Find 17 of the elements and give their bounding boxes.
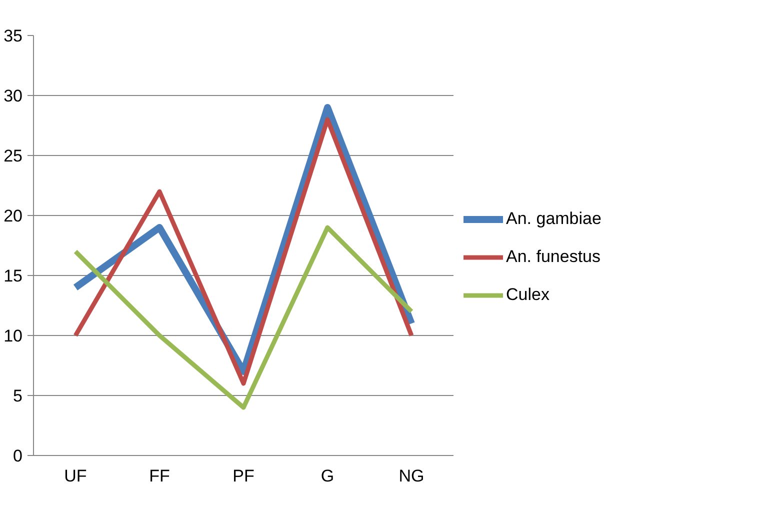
y-tick-label: 35 xyxy=(4,26,23,46)
y-tick-label: 20 xyxy=(4,206,23,226)
x-tick-label: PF xyxy=(232,466,254,486)
y-tick-label: 5 xyxy=(13,386,23,406)
legend-label: An. gambiae xyxy=(506,209,602,229)
y-tick-label: 10 xyxy=(4,326,23,346)
x-tick-label: FF xyxy=(149,466,170,486)
x-tick-label: NG xyxy=(398,466,424,486)
x-tick-label: G xyxy=(320,466,334,486)
y-tick-label: 25 xyxy=(4,146,23,166)
line-series xyxy=(73,225,414,410)
y-tick-label: 15 xyxy=(4,266,23,286)
y-tick-label: 0 xyxy=(13,446,23,466)
x-tick-label: UF xyxy=(64,466,87,486)
legend-label: An. funestus xyxy=(506,247,601,267)
y-tick-label: 30 xyxy=(4,86,23,106)
legend-label: Culex xyxy=(506,285,550,305)
